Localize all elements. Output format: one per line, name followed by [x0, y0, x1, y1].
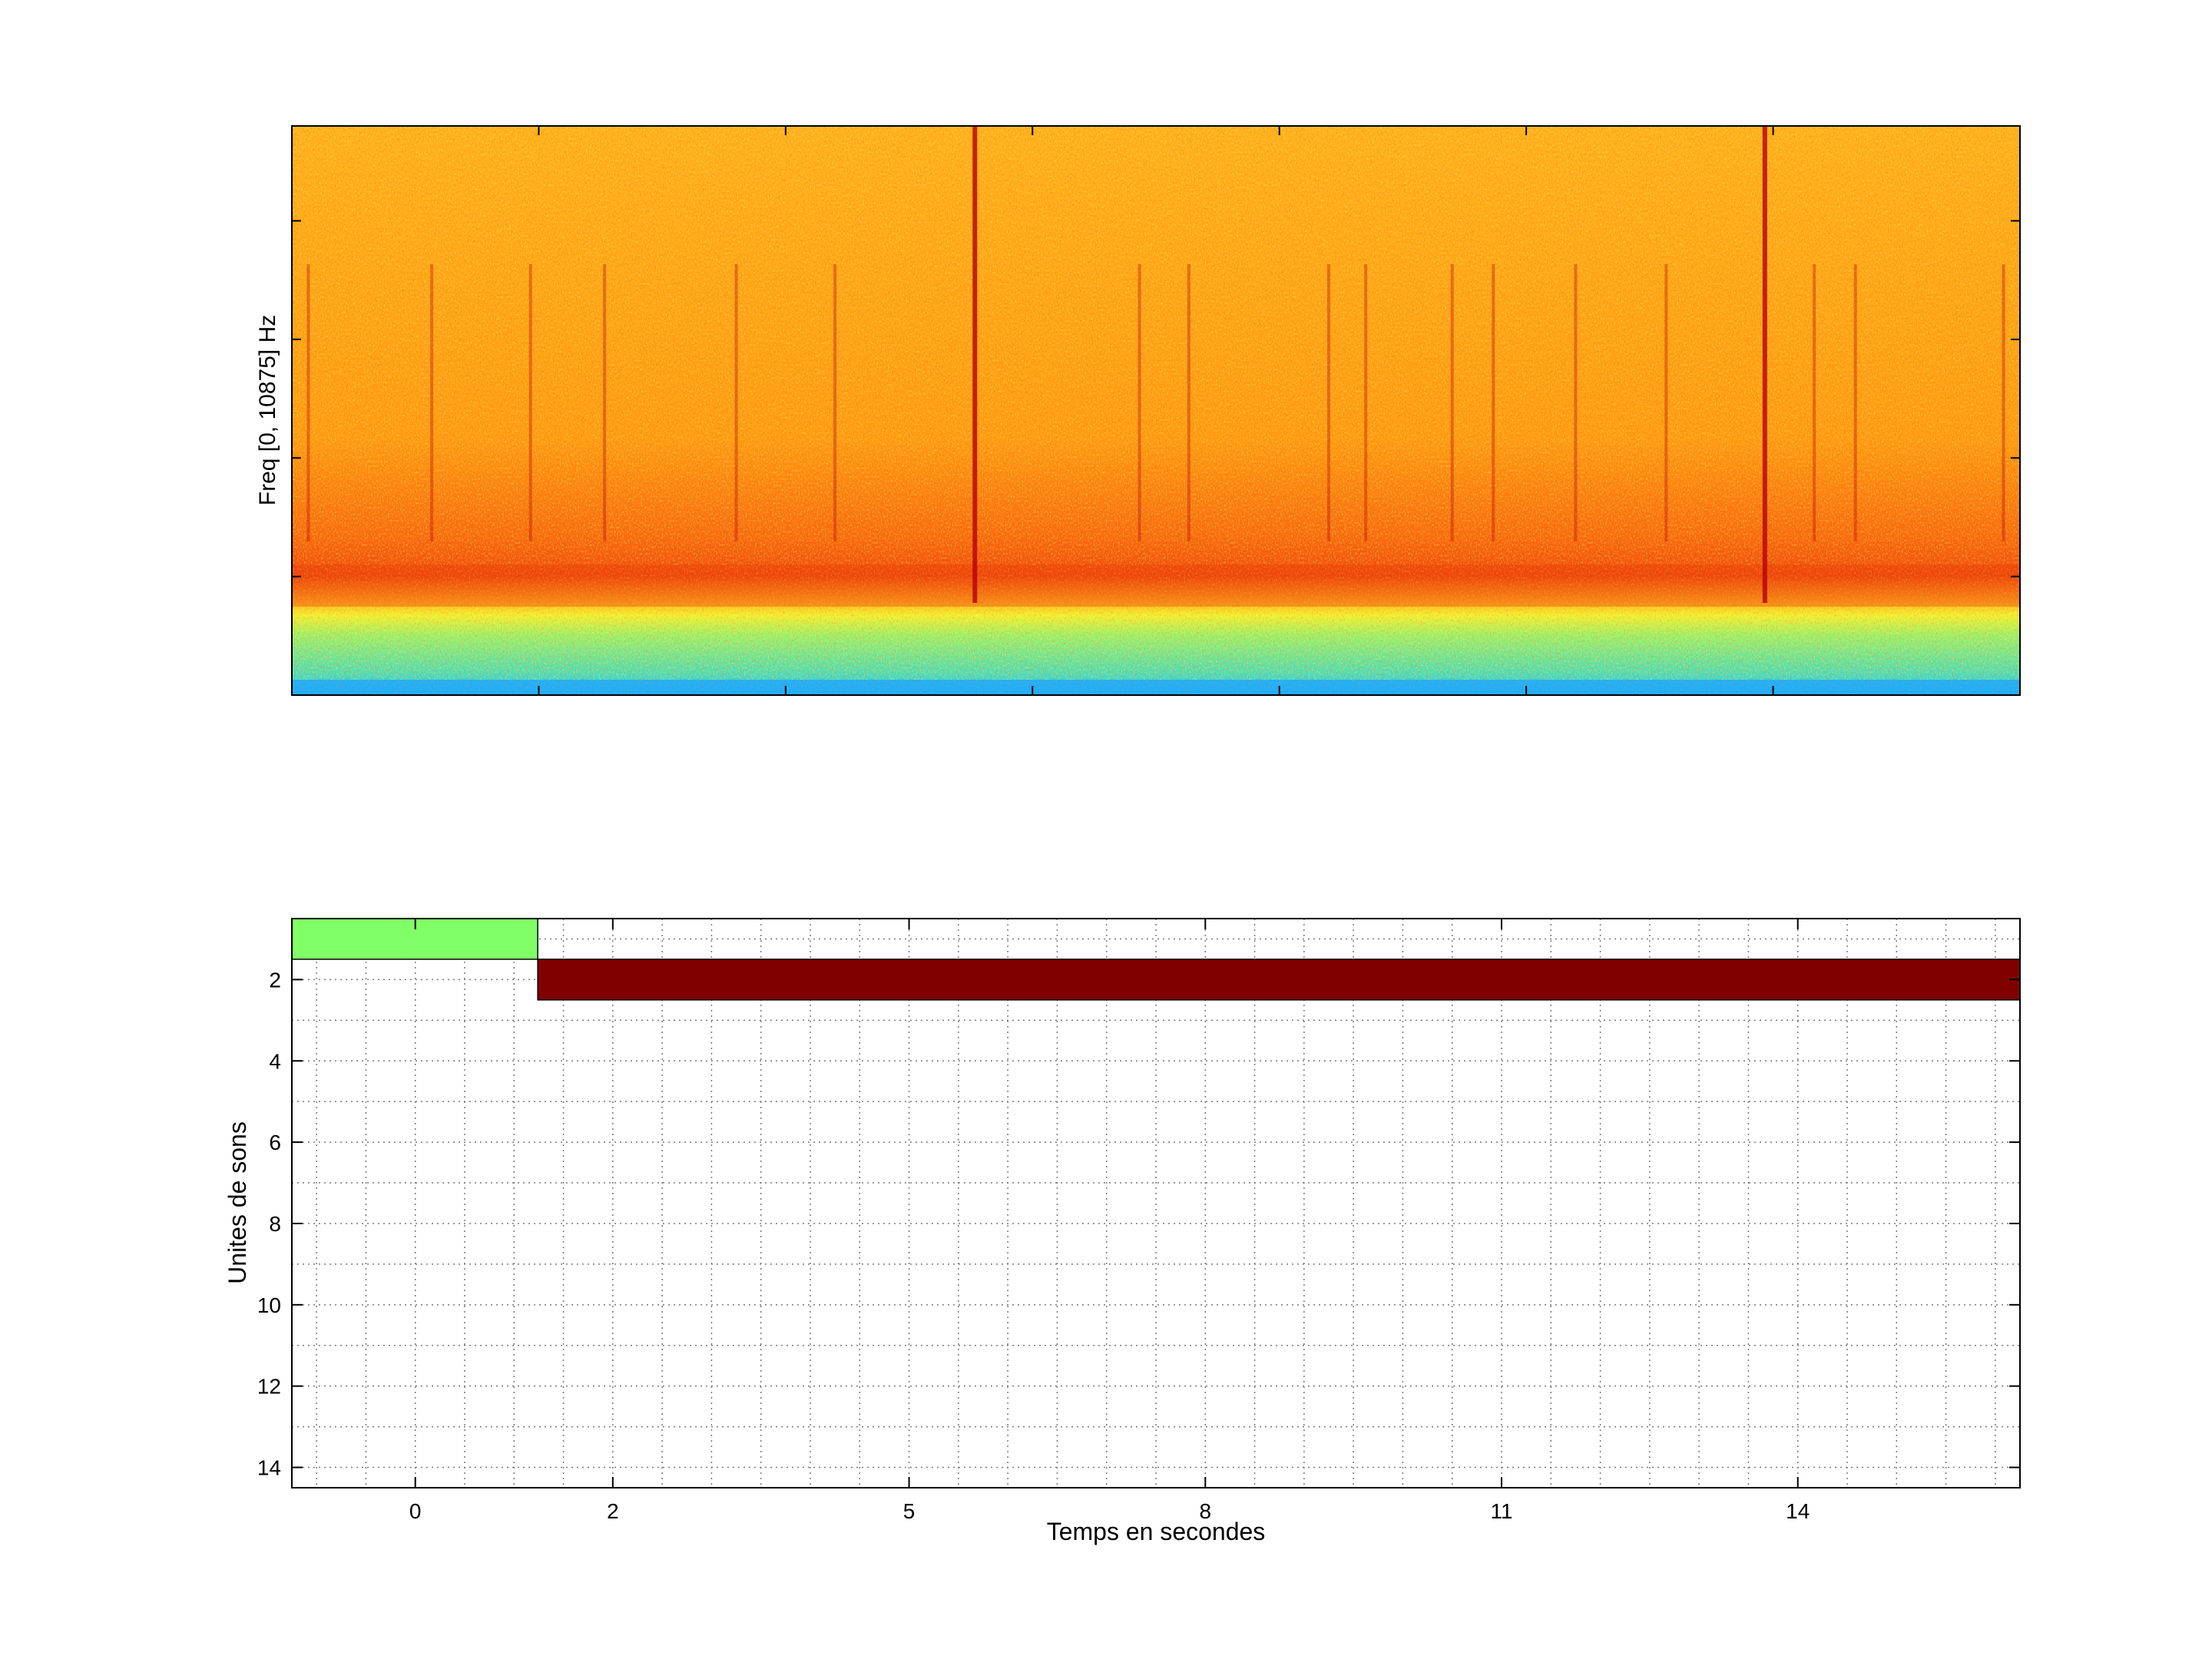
- units-ytick-label: 10: [257, 1293, 281, 1317]
- spectrogram-stripe: [1762, 126, 1767, 603]
- spectrogram-stripe: [306, 264, 310, 541]
- units-ytick-label: 6: [269, 1131, 281, 1154]
- spectrogram-stripe: [603, 264, 607, 541]
- spectrogram-stripe: [430, 264, 434, 541]
- unit-segment-bar: [537, 959, 2021, 1001]
- units-ytick-label: 8: [269, 1212, 281, 1236]
- units-ytick-label: 2: [269, 968, 281, 992]
- spectrogram-stripe: [734, 264, 738, 541]
- spectrogram-stripe: [1187, 264, 1190, 541]
- spectrogram-stripe: [1574, 264, 1578, 541]
- units-xtick-label: 14: [1786, 1499, 1810, 1523]
- spectrogram-cyan-floor: [292, 680, 2020, 695]
- sound-units-panel: 0 2 5 8 11 14 2 4 6 8 10 12 14 Temps en secondes Uni…: [224, 918, 2021, 1545]
- units-plot-frame: [291, 918, 2021, 1488]
- spectrogram-stripe: [833, 264, 837, 541]
- units-xtick-label: 8: [1199, 1499, 1211, 1523]
- spectrogram-stripes: [306, 126, 2005, 603]
- spectrogram-speckle-red: [292, 126, 2020, 695]
- units-ytick-label: 14: [257, 1456, 281, 1480]
- spectrogram-stripe: [1364, 264, 1368, 541]
- spectrogram-stripe: [2002, 264, 2005, 541]
- units-bars: [291, 918, 2021, 1001]
- units-plot-background: [292, 919, 2020, 1488]
- units-ytick-label: 12: [257, 1375, 281, 1399]
- spectrogram-ylabel: Freq [0, 10875] Hz: [255, 315, 280, 505]
- spectrogram-panel: Freq [0, 10875] Hz: [255, 125, 2021, 696]
- spectrogram-stripe: [1327, 264, 1330, 541]
- units-xtick-label: 2: [607, 1499, 619, 1523]
- spectrogram-stripe: [1137, 264, 1141, 541]
- spectrogram-ticks: [292, 126, 2020, 695]
- spectrogram-stripe: [1492, 264, 1495, 541]
- units-ytick-label: 4: [269, 1049, 281, 1073]
- spectrogram-frame: [291, 125, 2021, 696]
- spectrogram-stripe: [1450, 264, 1454, 541]
- units-ylabel: Unites de sons: [224, 1121, 251, 1284]
- units-ticks: 0 2 5 8 11 14 2 4 6 8 10 12 14: [257, 919, 2020, 1523]
- spectrogram-stripe: [1664, 264, 1668, 541]
- units-grid: [292, 919, 2020, 1488]
- units-xtick-label: 5: [903, 1499, 916, 1523]
- units-xtick-label: 0: [409, 1499, 422, 1523]
- units-xtick-label: 11: [1490, 1499, 1512, 1523]
- spectrogram-low-band: [292, 565, 2020, 607]
- spectrogram-stripe: [972, 126, 978, 603]
- spectrogram-stripe: [1853, 264, 1857, 541]
- units-xlabel: Temps en secondes: [1047, 1518, 1266, 1545]
- spectrogram-stripe: [1813, 264, 1816, 541]
- spectrogram-stripe: [528, 264, 532, 541]
